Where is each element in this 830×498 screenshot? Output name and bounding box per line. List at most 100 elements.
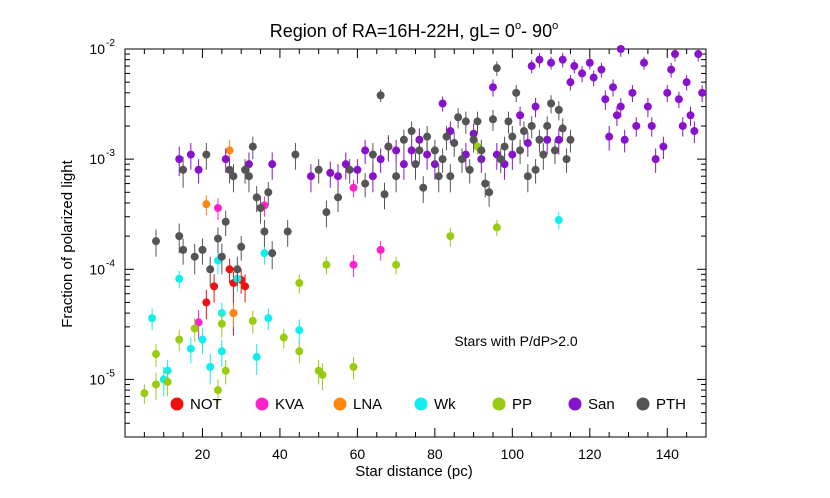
data-point — [446, 127, 455, 136]
data-point — [248, 316, 257, 325]
data-point — [151, 237, 160, 246]
data-point — [349, 362, 358, 371]
legend-marker — [636, 397, 650, 411]
data-point — [221, 217, 230, 226]
chart-title: Region of RA=16H-22H, gL= 0o- 90o — [270, 20, 558, 41]
series-pp — [140, 139, 501, 404]
data-point — [140, 389, 149, 398]
data-point — [616, 45, 625, 53]
data-point — [368, 150, 377, 159]
data-point — [225, 265, 234, 274]
data-point — [415, 146, 424, 155]
data-point — [423, 150, 432, 159]
chart-title-sup2: o — [552, 20, 558, 32]
x-axis-label: Star distance (pc) — [355, 463, 473, 480]
data-point — [461, 117, 470, 126]
data-point — [651, 155, 660, 164]
data-point — [392, 146, 401, 155]
data-point — [434, 172, 443, 181]
chart-title-main: Region of RA=16H-22H, gL= 0 — [270, 21, 515, 41]
series-pth — [151, 61, 575, 287]
data-point — [194, 318, 203, 327]
y-axis-label: Fraction of polarized light — [59, 159, 76, 327]
data-point — [411, 160, 420, 169]
legend-label: NOT — [190, 396, 222, 413]
data-point — [516, 111, 525, 120]
data-point — [190, 252, 199, 261]
data-point — [349, 183, 358, 192]
data-point — [558, 55, 567, 64]
data-point — [376, 155, 385, 164]
data-point — [531, 102, 540, 111]
data-point — [562, 155, 571, 164]
data-point — [512, 88, 521, 97]
data-point — [279, 333, 288, 342]
data-point — [531, 165, 540, 174]
legend-item-wk: Wk — [414, 396, 456, 413]
data-point — [407, 146, 416, 155]
data-point — [248, 142, 257, 151]
x-tick-label: 20 — [195, 446, 211, 462]
annotation-text: Stars with P/dP>2.0 — [454, 333, 578, 349]
data-point — [597, 65, 606, 74]
data-point — [295, 279, 304, 288]
data-point — [361, 146, 370, 155]
data-point — [202, 200, 211, 209]
legend-marker — [170, 397, 184, 411]
data-point — [585, 58, 594, 67]
data-point — [175, 232, 184, 241]
data-point — [217, 347, 226, 356]
data-point — [256, 204, 265, 213]
data-point — [314, 165, 323, 174]
data-point — [535, 135, 544, 144]
data-points — [140, 45, 707, 404]
data-point — [229, 172, 238, 181]
data-point — [523, 139, 532, 148]
legend-marker — [255, 397, 269, 411]
data-point — [667, 65, 676, 74]
legend-item-pth: PTH — [636, 396, 686, 413]
data-point — [151, 380, 160, 389]
data-point — [241, 165, 250, 174]
data-point — [473, 117, 482, 126]
data-point — [392, 172, 401, 181]
series-san — [175, 45, 707, 193]
data-point — [260, 249, 269, 258]
data-point — [543, 135, 552, 144]
data-point — [438, 155, 447, 164]
data-point — [260, 227, 269, 236]
data-point — [268, 160, 277, 169]
data-point — [674, 95, 683, 104]
data-point — [380, 190, 389, 199]
data-point — [217, 252, 226, 261]
legend-label: Wk — [434, 396, 456, 413]
y-tick-label: 10 — [89, 371, 105, 387]
data-point — [488, 83, 497, 92]
data-point — [225, 146, 234, 155]
data-point — [202, 150, 211, 159]
data-point — [430, 146, 439, 155]
data-point — [217, 319, 226, 328]
data-point — [558, 124, 567, 133]
data-point — [492, 64, 501, 73]
data-point — [446, 172, 455, 181]
data-point — [508, 132, 517, 141]
x-tick-label: 80 — [427, 446, 443, 462]
data-point — [229, 309, 238, 318]
data-point — [213, 234, 222, 243]
legend-item-kva: KVA — [255, 396, 304, 413]
data-point — [647, 121, 656, 130]
data-point — [194, 165, 203, 174]
chart-title-mid: - 90 — [521, 21, 552, 41]
data-point — [264, 188, 273, 197]
data-point — [151, 350, 160, 359]
data-point — [179, 165, 188, 174]
data-point — [349, 260, 358, 269]
data-point — [554, 105, 563, 114]
y-tick-exponent: -5 — [106, 368, 115, 379]
data-point — [554, 216, 563, 225]
data-point — [233, 265, 242, 274]
data-point — [341, 160, 350, 169]
data-point — [322, 260, 331, 269]
